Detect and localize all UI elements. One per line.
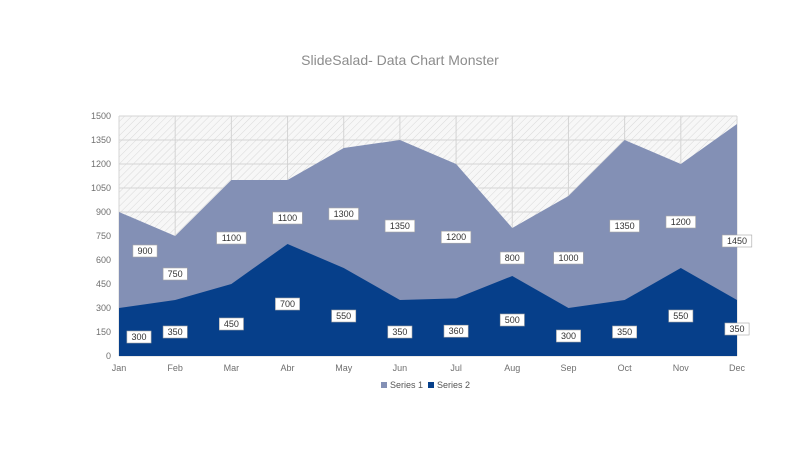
data-label-box [668,309,694,323]
x-tick-label: Jan [112,363,127,373]
legend-label-series-1: Series 1 [390,380,423,390]
data-label-box [499,313,525,327]
y-tick-label: 1350 [91,135,111,145]
y-tick-label: 150 [96,327,111,337]
x-tick-label: Mar [224,363,240,373]
y-tick-label: 300 [96,303,111,313]
data-label: 450 [224,319,239,329]
x-tick-label: Jun [393,363,408,373]
data-label-box [443,324,469,338]
data-label-box [440,230,472,244]
legend-swatch-series-2 [428,382,434,388]
data-label: 350 [729,324,744,334]
x-tick-label: Dec [729,363,746,373]
data-label: 550 [673,311,688,321]
data-label-box [216,231,247,245]
y-tick-label: 750 [96,231,111,241]
x-tick-label: Aug [504,363,520,373]
data-label: 1100 [278,213,297,223]
data-label: 1350 [615,221,635,231]
data-label-box [272,211,303,225]
data-label-box [665,215,696,229]
data-label-box [331,309,357,323]
data-label-box [219,317,244,331]
data-label: 350 [392,327,407,337]
x-tick-label: Sep [560,363,576,373]
data-label-box [724,322,750,336]
x-tick-label: Oct [618,363,633,373]
data-label: 750 [168,269,183,279]
data-label-box [553,251,584,265]
y-tick-label: 900 [96,207,111,217]
x-tick-label: Feb [167,363,183,373]
legend-label-series-2: Series 2 [437,380,470,390]
chart-title: SlideSalad- Data Chart Monster [301,52,499,68]
data-label: 360 [449,326,464,336]
data-label-box [384,219,416,233]
data-label: 350 [168,327,183,337]
data-label: 1000 [558,253,578,263]
data-label: 300 [561,331,576,341]
data-label-box [387,325,413,339]
data-label: 500 [505,315,520,325]
data-label-box [162,325,188,339]
data-label-box [132,244,158,258]
data-label: 1200 [671,217,691,227]
data-label-box [162,267,188,281]
area-series-2 [119,244,737,356]
data-label: 1350 [390,221,410,231]
data-label: 300 [131,332,146,342]
legend-swatch-series-1 [381,382,387,388]
data-label: 1100 [222,233,241,243]
y-tick-label: 0 [106,351,111,361]
data-label-box [499,251,525,265]
data-label-box [556,329,581,343]
data-label: 1450 [727,236,747,246]
y-tick-label: 600 [96,255,111,265]
data-label-box [126,330,152,344]
data-label-box [609,219,640,233]
y-tick-label: 1500 [91,111,111,121]
x-tick-label: Abr [281,363,295,373]
data-label: 700 [280,299,295,309]
data-label: 1200 [446,232,466,242]
data-label: 800 [505,253,520,263]
x-tick-label: Nov [673,363,690,373]
data-label: 1300 [334,209,354,219]
y-tick-label: 1200 [91,159,111,169]
data-label: 350 [617,327,632,337]
x-tick-label: Jul [450,363,462,373]
data-label-box [328,207,359,221]
y-tick-label: 450 [96,279,111,289]
x-tick-label: May [335,363,353,373]
y-tick-label: 1050 [91,183,111,193]
data-label-box [612,325,638,339]
data-label-box [275,297,300,311]
data-label: 550 [336,311,351,321]
data-label-box [721,234,753,248]
data-label: 900 [137,246,152,256]
